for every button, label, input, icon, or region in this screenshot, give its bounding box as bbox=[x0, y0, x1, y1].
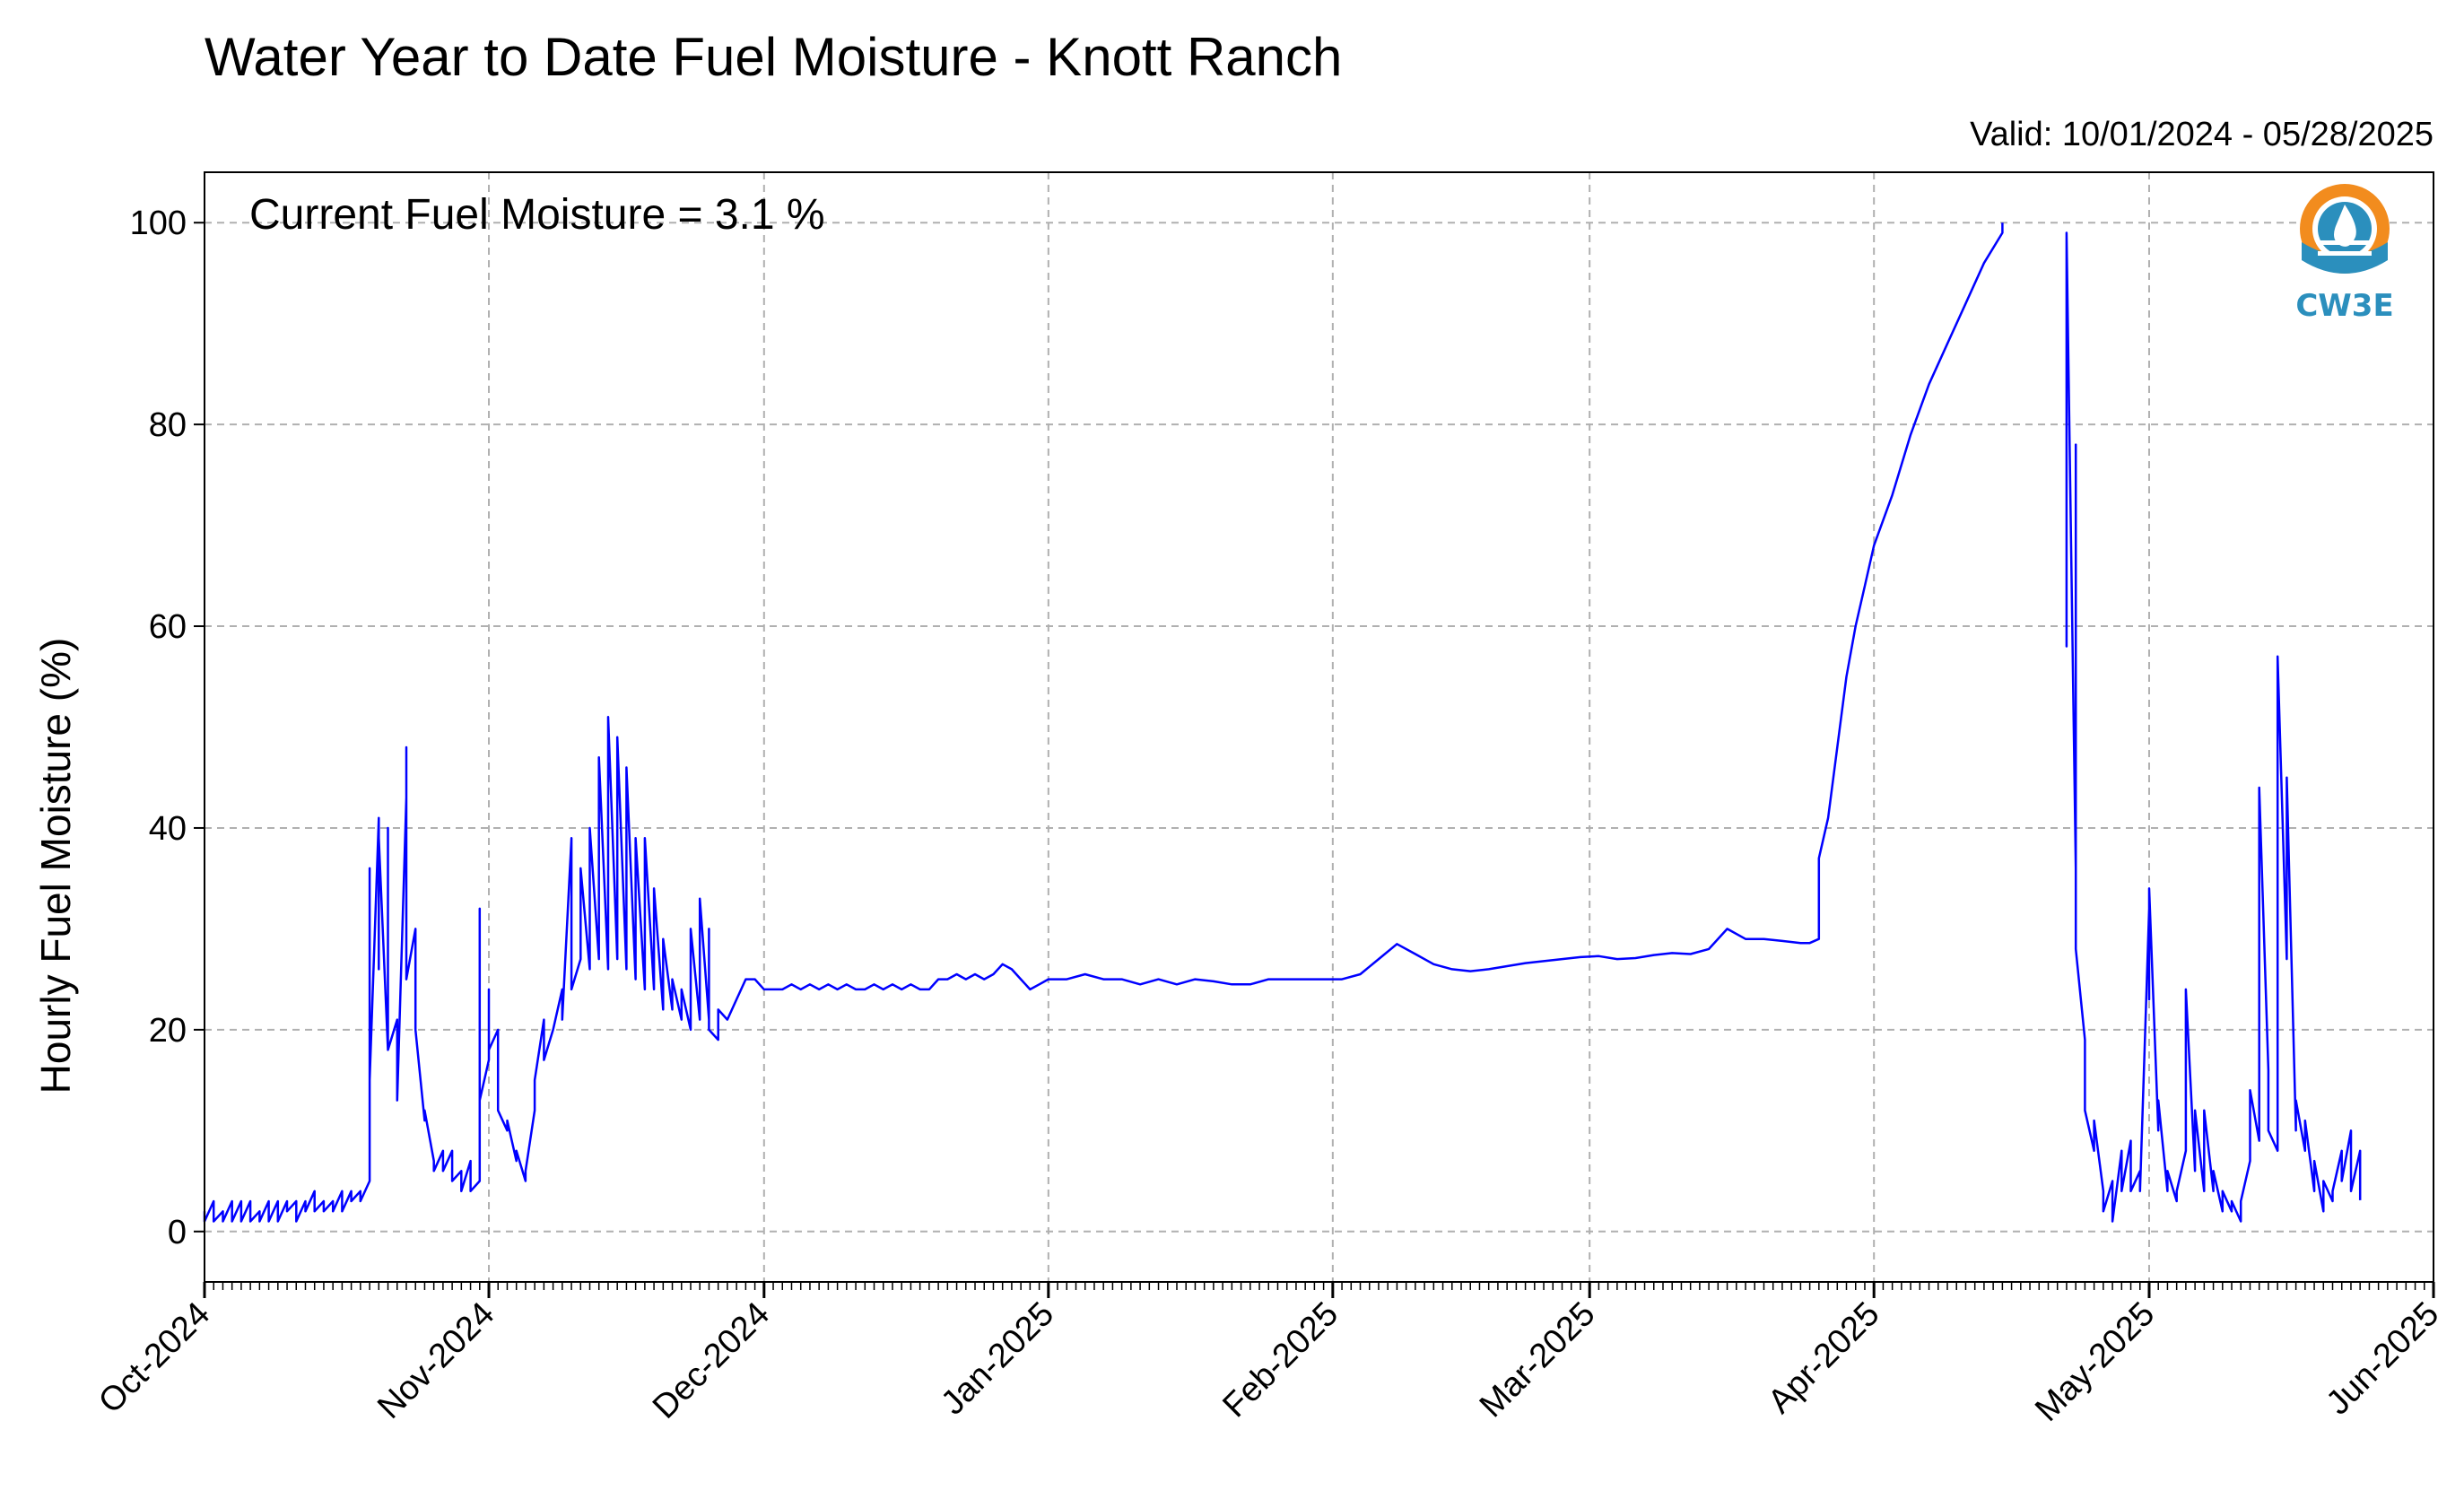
y-tick-label: 80 bbox=[149, 406, 187, 444]
y-tick-label: 0 bbox=[168, 1214, 187, 1251]
chart-title: Water Year to Date Fuel Moisture - Knott… bbox=[205, 27, 1342, 87]
cw3e-logo: CW3E bbox=[2295, 184, 2394, 324]
moisture-series-line-1 bbox=[203, 222, 2004, 1223]
moisture-series-line-2 bbox=[2065, 231, 2362, 1223]
current-moisture-annotation: Current Fuel Moisture = 3.1 % bbox=[249, 191, 825, 239]
grid-lines bbox=[205, 172, 2434, 1282]
x-axis-minor-ticks bbox=[204, 1282, 2434, 1290]
data-lines bbox=[203, 222, 2362, 1223]
plot-frame bbox=[204, 171, 2434, 1283]
logo-stripe-1 bbox=[2318, 240, 2372, 245]
logo-wave bbox=[2302, 242, 2388, 274]
valid-date-range: Valid: 10/01/2024 - 05/28/2025 bbox=[1970, 116, 2434, 153]
logo-text: CW3E bbox=[2295, 288, 2393, 324]
y-axis-ticks: 0 20 40 60 80 100 bbox=[130, 205, 205, 1251]
y-tick-label: 20 bbox=[149, 1012, 187, 1050]
y-tick-label: 100 bbox=[130, 205, 187, 242]
logo-stripe-2 bbox=[2318, 251, 2372, 256]
y-axis-label: Hourly Fuel Moisture (%) bbox=[32, 638, 79, 1094]
logo-drop-icon bbox=[2334, 205, 2356, 247]
y-tick-label: 60 bbox=[149, 608, 187, 646]
y-tick-label: 40 bbox=[149, 810, 187, 848]
